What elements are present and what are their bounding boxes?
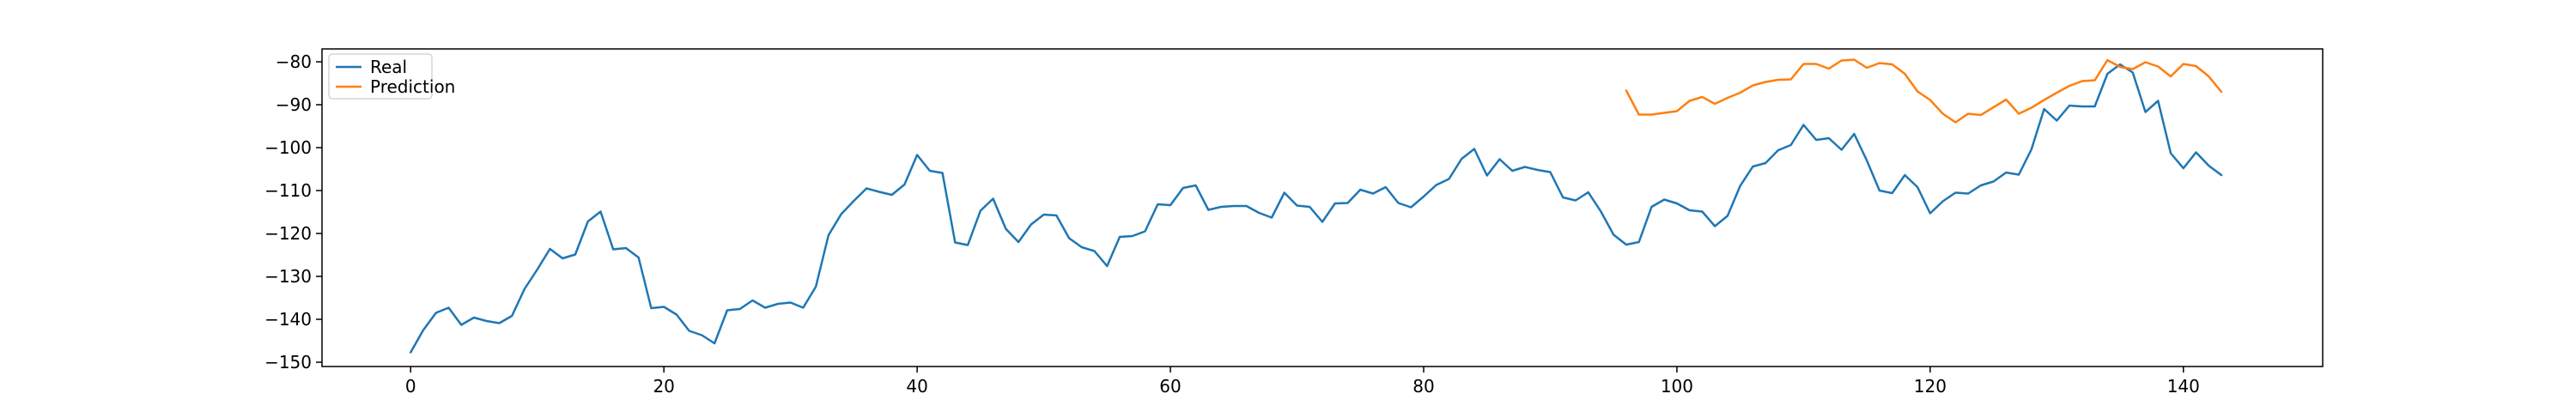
- legend-label-prediction: Prediction: [370, 76, 455, 97]
- plot-frame: [321, 48, 2324, 367]
- x-tick-label: 60: [1159, 376, 1181, 397]
- x-tick-label: 0: [405, 376, 416, 397]
- x-tick-label: 80: [1413, 376, 1434, 397]
- y-tick-label: −130: [264, 266, 312, 287]
- x-tick-label: 100: [1661, 376, 1693, 397]
- x-tick-label: 20: [653, 376, 674, 397]
- y-tick-label: −140: [264, 309, 312, 330]
- y-tick-label: −90: [276, 94, 312, 115]
- series-line-real: [409, 63, 2223, 354]
- y-tick-label: −80: [276, 52, 312, 72]
- y-tick-label: −150: [264, 352, 312, 373]
- y-tick-label: −110: [264, 180, 312, 201]
- y-tick-label: −100: [264, 137, 312, 158]
- x-tick-label: 40: [906, 376, 927, 397]
- series-line-prediction: [1625, 58, 2223, 124]
- legend-label-real: Real: [370, 57, 407, 77]
- y-tick-label: −120: [264, 223, 312, 244]
- x-tick-label: 120: [1914, 376, 1947, 397]
- x-tick-label: 140: [2167, 376, 2200, 397]
- y-axis-ticks: −150 −140 −130 −120 −110 −100 −90 −80: [264, 52, 322, 373]
- series-layer: [409, 58, 2223, 354]
- legend: Real Prediction: [328, 53, 455, 100]
- x-axis-ticks: 0 20 40 60 80 100 120 140: [405, 367, 2200, 397]
